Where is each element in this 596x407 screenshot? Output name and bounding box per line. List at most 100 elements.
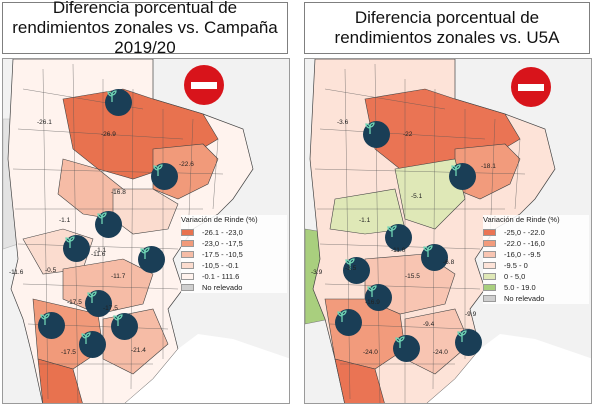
region-label: -21.4	[131, 347, 146, 354]
region-label: -0.5	[45, 267, 57, 274]
legend-swatch	[181, 262, 194, 269]
legend-row: 0 - 5,0	[483, 271, 589, 282]
legend-label: -0.1 - 111.6	[202, 272, 240, 281]
region-label: -11.7	[111, 273, 126, 280]
legend-label: -17.5 - -10,5	[202, 250, 243, 259]
region-label: -9.4	[423, 321, 435, 328]
legend-row: -10,5 - -0.1	[181, 260, 287, 271]
legend-label: -22.0 - -16,0	[504, 239, 545, 248]
right-panel: Diferencia porcentual de rendimientos zo…	[302, 0, 594, 407]
region-label: -17.5	[103, 305, 118, 312]
legend-swatch	[483, 251, 496, 258]
region-label: -17.5	[67, 299, 82, 306]
right-title: Diferencia porcentual de rendimientos zo…	[334, 8, 560, 47]
legend-swatch	[483, 284, 496, 291]
region-label: -9.9	[465, 311, 477, 318]
legend-row: -22.0 - -16,0	[483, 238, 589, 249]
region-label: -22	[403, 131, 413, 138]
sprout-icon	[335, 309, 362, 336]
right-map: Variación de Rinde (%) -25,0 - -22.0 -22…	[304, 58, 592, 404]
region-label: -17.5	[61, 349, 76, 356]
sprout-icon	[85, 290, 112, 317]
left-title-box: Diferencia porcentual de rendimientos zo…	[2, 0, 288, 57]
legend-label: -25,0 - -22.0	[504, 228, 545, 237]
legend-row: No relevado	[483, 293, 589, 304]
region-label: -26.1	[37, 119, 52, 126]
region-label: -11.6	[91, 251, 106, 258]
legend-row: -9.5 - 0	[483, 260, 589, 271]
legend-label: -10,5 - -0.1	[202, 261, 239, 270]
legend-row: -16,0 - -9.5	[483, 249, 589, 260]
sprout-icon	[38, 312, 65, 339]
legend-title: Variación de Rinde (%)	[483, 215, 560, 224]
sprout-icon	[151, 163, 178, 190]
legend-label: -23,0 - -17,5	[202, 239, 243, 248]
right-legend: Variación de Rinde (%) -25,0 - -22.0 -22…	[483, 215, 589, 304]
region-label: -22.6	[179, 161, 194, 168]
legend-swatch	[483, 295, 496, 302]
sprout-icon	[111, 313, 138, 340]
right-title-box: Diferencia porcentual de rendimientos zo…	[304, 2, 590, 54]
sprout-icon	[365, 284, 392, 311]
sprout-icon	[385, 224, 412, 251]
legend-row: No relevado	[181, 282, 287, 293]
region-label: -3.6	[337, 119, 349, 126]
region-label: -3.5	[345, 265, 357, 272]
legend-row: -0.1 - 111.6	[181, 271, 287, 282]
legend-label: No relevado	[504, 294, 545, 303]
left-legend: Variación de Rinde (%) -26.1 - -23,0 -23…	[181, 215, 287, 293]
region-label: -1.1	[359, 217, 371, 224]
legend-swatch	[181, 284, 194, 291]
region-label: -24.0	[363, 349, 378, 356]
sprout-icon	[343, 257, 370, 284]
legend-row: -17.5 - -10,5	[181, 249, 287, 260]
sprout-icon	[455, 329, 482, 356]
legend-label: No relevado	[202, 283, 243, 292]
region-label: -1.1	[59, 217, 71, 224]
region-label: -24.0	[433, 349, 448, 356]
region-label: -18.1	[481, 163, 496, 170]
legend-swatch	[483, 273, 496, 280]
region-label: -26.9	[101, 131, 116, 138]
legend-row: -26.1 - -23,0	[181, 227, 287, 238]
region-label: -11.6	[9, 269, 24, 276]
sprout-icon	[393, 335, 420, 362]
sprout-icon	[105, 89, 132, 116]
stop-icon	[511, 67, 551, 107]
legend-label: 5.0 - 19.0	[504, 283, 536, 292]
legend-label: -9.5 - 0	[504, 261, 528, 270]
region-label: -5.1	[411, 193, 423, 200]
legend-swatch	[483, 262, 496, 269]
legend-swatch	[483, 240, 496, 247]
legend-row: -25,0 - -22.0	[483, 227, 589, 238]
legend-swatch	[181, 273, 194, 280]
sprout-icon	[95, 211, 122, 238]
left-map: Variación de Rinde (%) -26.1 - -23,0 -23…	[2, 58, 290, 404]
legend-label: -16,0 - -9.5	[504, 250, 541, 259]
legend-row: -23,0 - -17,5	[181, 238, 287, 249]
stop-icon	[184, 65, 224, 105]
region-label: -15.5	[405, 273, 420, 280]
legend-swatch	[181, 240, 194, 247]
sprout-icon	[449, 163, 476, 190]
sprout-icon	[138, 246, 165, 273]
legend-swatch	[181, 229, 194, 236]
region-label: -3.9	[311, 269, 323, 276]
legend-row: 5.0 - 19.0	[483, 282, 589, 293]
left-title: Diferencia porcentual de rendimientos zo…	[12, 0, 278, 57]
region-label: -6.8	[443, 259, 455, 266]
sprout-icon	[363, 121, 390, 148]
legend-swatch	[483, 229, 496, 236]
sprout-icon	[421, 244, 448, 271]
legend-label: 0 - 5,0	[504, 272, 526, 281]
legend-label: -26.1 - -23,0	[202, 228, 243, 237]
left-panel: Diferencia porcentual de rendimientos zo…	[0, 0, 292, 407]
region-label: -16.9	[365, 299, 380, 306]
sprout-icon	[63, 235, 90, 262]
region-label: -1.1	[95, 247, 107, 254]
region-label: -11.0	[391, 247, 406, 254]
sprout-icon	[79, 331, 106, 358]
region-label: -16.8	[111, 189, 126, 196]
legend-title: Variación de Rinde (%)	[181, 215, 258, 224]
legend-swatch	[181, 251, 194, 258]
